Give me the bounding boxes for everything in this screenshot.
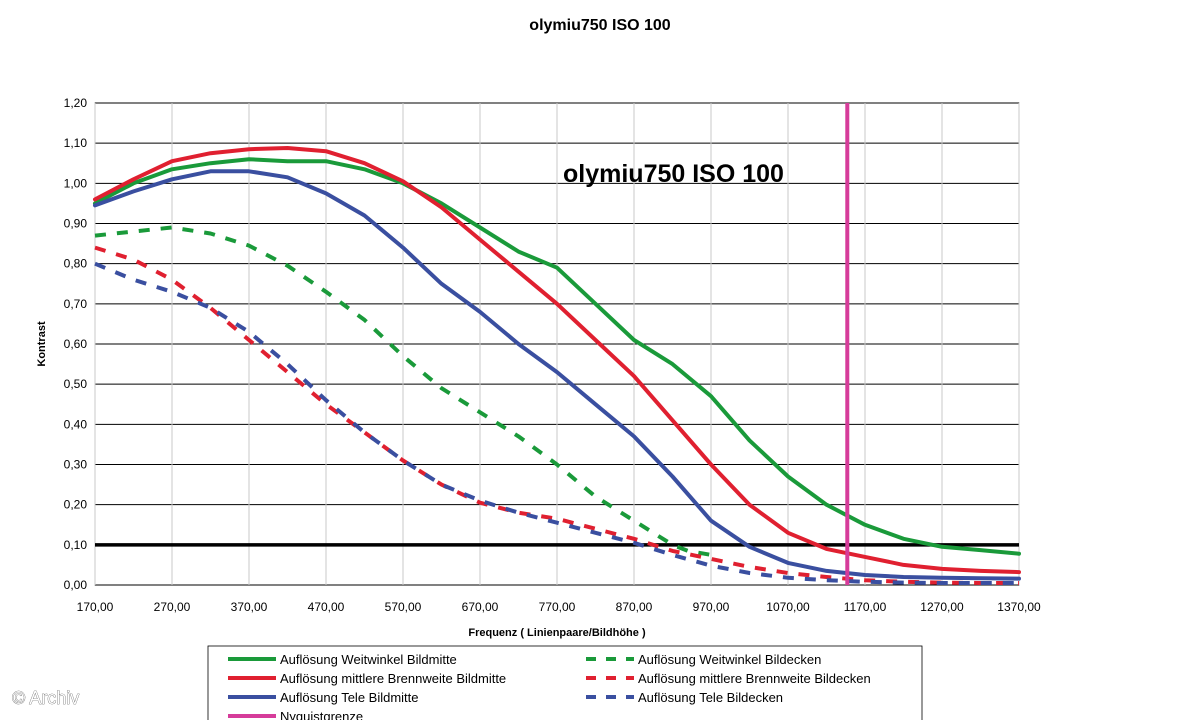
y-tick-label: 0,00 (64, 578, 88, 592)
y-tick-label: 0,40 (64, 417, 88, 431)
y-tick-label: 1,10 (64, 136, 88, 150)
legend-label: Nyquistgrenze (280, 709, 363, 720)
chart-title: olymiu750 ISO 100 (529, 17, 671, 34)
x-tick-label: 370,00 (231, 600, 268, 614)
grid (94, 102, 1020, 586)
y-tick-label: 0,50 (64, 377, 88, 391)
x-tick-label: 470,00 (308, 600, 345, 614)
y-tick-labels: 0,00 0,10 0,20 0,30 0,40 0,50 0,60 0,70 0,80 0,90… (64, 96, 88, 592)
y-tick-label: 0,80 (64, 257, 88, 271)
series-aufl-sung-weitwinkel-bildmitte (93, 157, 1021, 556)
legend-label: Auflösung Tele Bildmitte (280, 690, 419, 705)
x-tick-label: 970,00 (693, 600, 730, 614)
x-tick-label: 870,00 (616, 600, 653, 614)
y-tick-label: 1,00 (64, 176, 88, 190)
series-aufl-sung-weitwinkel-bildecken (94, 225, 712, 557)
legend-label: Auflösung Tele Bildecken (638, 690, 783, 705)
y-tick-label: 0,20 (64, 498, 88, 512)
x-tick-label: 1370,00 (997, 600, 1041, 614)
copyright-watermark: © Archiv (12, 688, 79, 708)
x-tick-label: 670,00 (462, 600, 499, 614)
legend-label: Auflösung Weitwinkel Bildecken (638, 652, 821, 667)
y-tick-label: 0,30 (64, 458, 88, 472)
x-tick-label: 170,00 (77, 600, 114, 614)
y-tick-label: 1,20 (64, 96, 88, 110)
y-tick-label: 0,90 (64, 217, 88, 231)
x-tick-label: 1170,00 (844, 600, 887, 614)
series-aufl-sung-mittlere-brennweite-bildmitte (93, 146, 1021, 575)
series-aufl-sung-tele-bildmitte (93, 169, 1021, 581)
legend-box (207, 645, 923, 720)
y-tick-label: 0,70 (64, 297, 88, 311)
x-tick-label: 270,00 (154, 600, 191, 614)
x-tick-label: 1270,00 (920, 600, 964, 614)
x-tick-label: 1070,00 (766, 600, 810, 614)
legend-label: Auflösung mittlere Brennweite Bildecken (638, 671, 871, 686)
y-tick-label: 0,60 (64, 337, 88, 351)
y-axis-label: Kontrast (36, 321, 48, 367)
legend: Auflösung Weitwinkel Bildmitte Auflösung … (228, 652, 871, 720)
x-tick-label: 570,00 (385, 600, 422, 614)
y-tick-label: 0,10 (64, 538, 88, 552)
inner-chart-title: olymiu750 ISO 100 (563, 160, 784, 188)
legend-label: Auflösung mittlere Brennweite Bildmitte (280, 671, 506, 686)
series-layer (93, 103, 1021, 585)
x-tick-labels: 170,00 270,00 370,00 470,00 570,00 670,00 770,… (77, 600, 1041, 614)
legend-label: Auflösung Weitwinkel Bildmitte (280, 652, 457, 667)
x-tick-label: 770,00 (539, 600, 576, 614)
series-aufl-sung-mittlere-brennweite-bildbecken (94, 245, 1019, 585)
series-aufl-sung-tele-bildecken (94, 261, 1019, 585)
x-axis-label: Frequenz ( Linienpaare/Bildhöhe ) (468, 627, 646, 639)
